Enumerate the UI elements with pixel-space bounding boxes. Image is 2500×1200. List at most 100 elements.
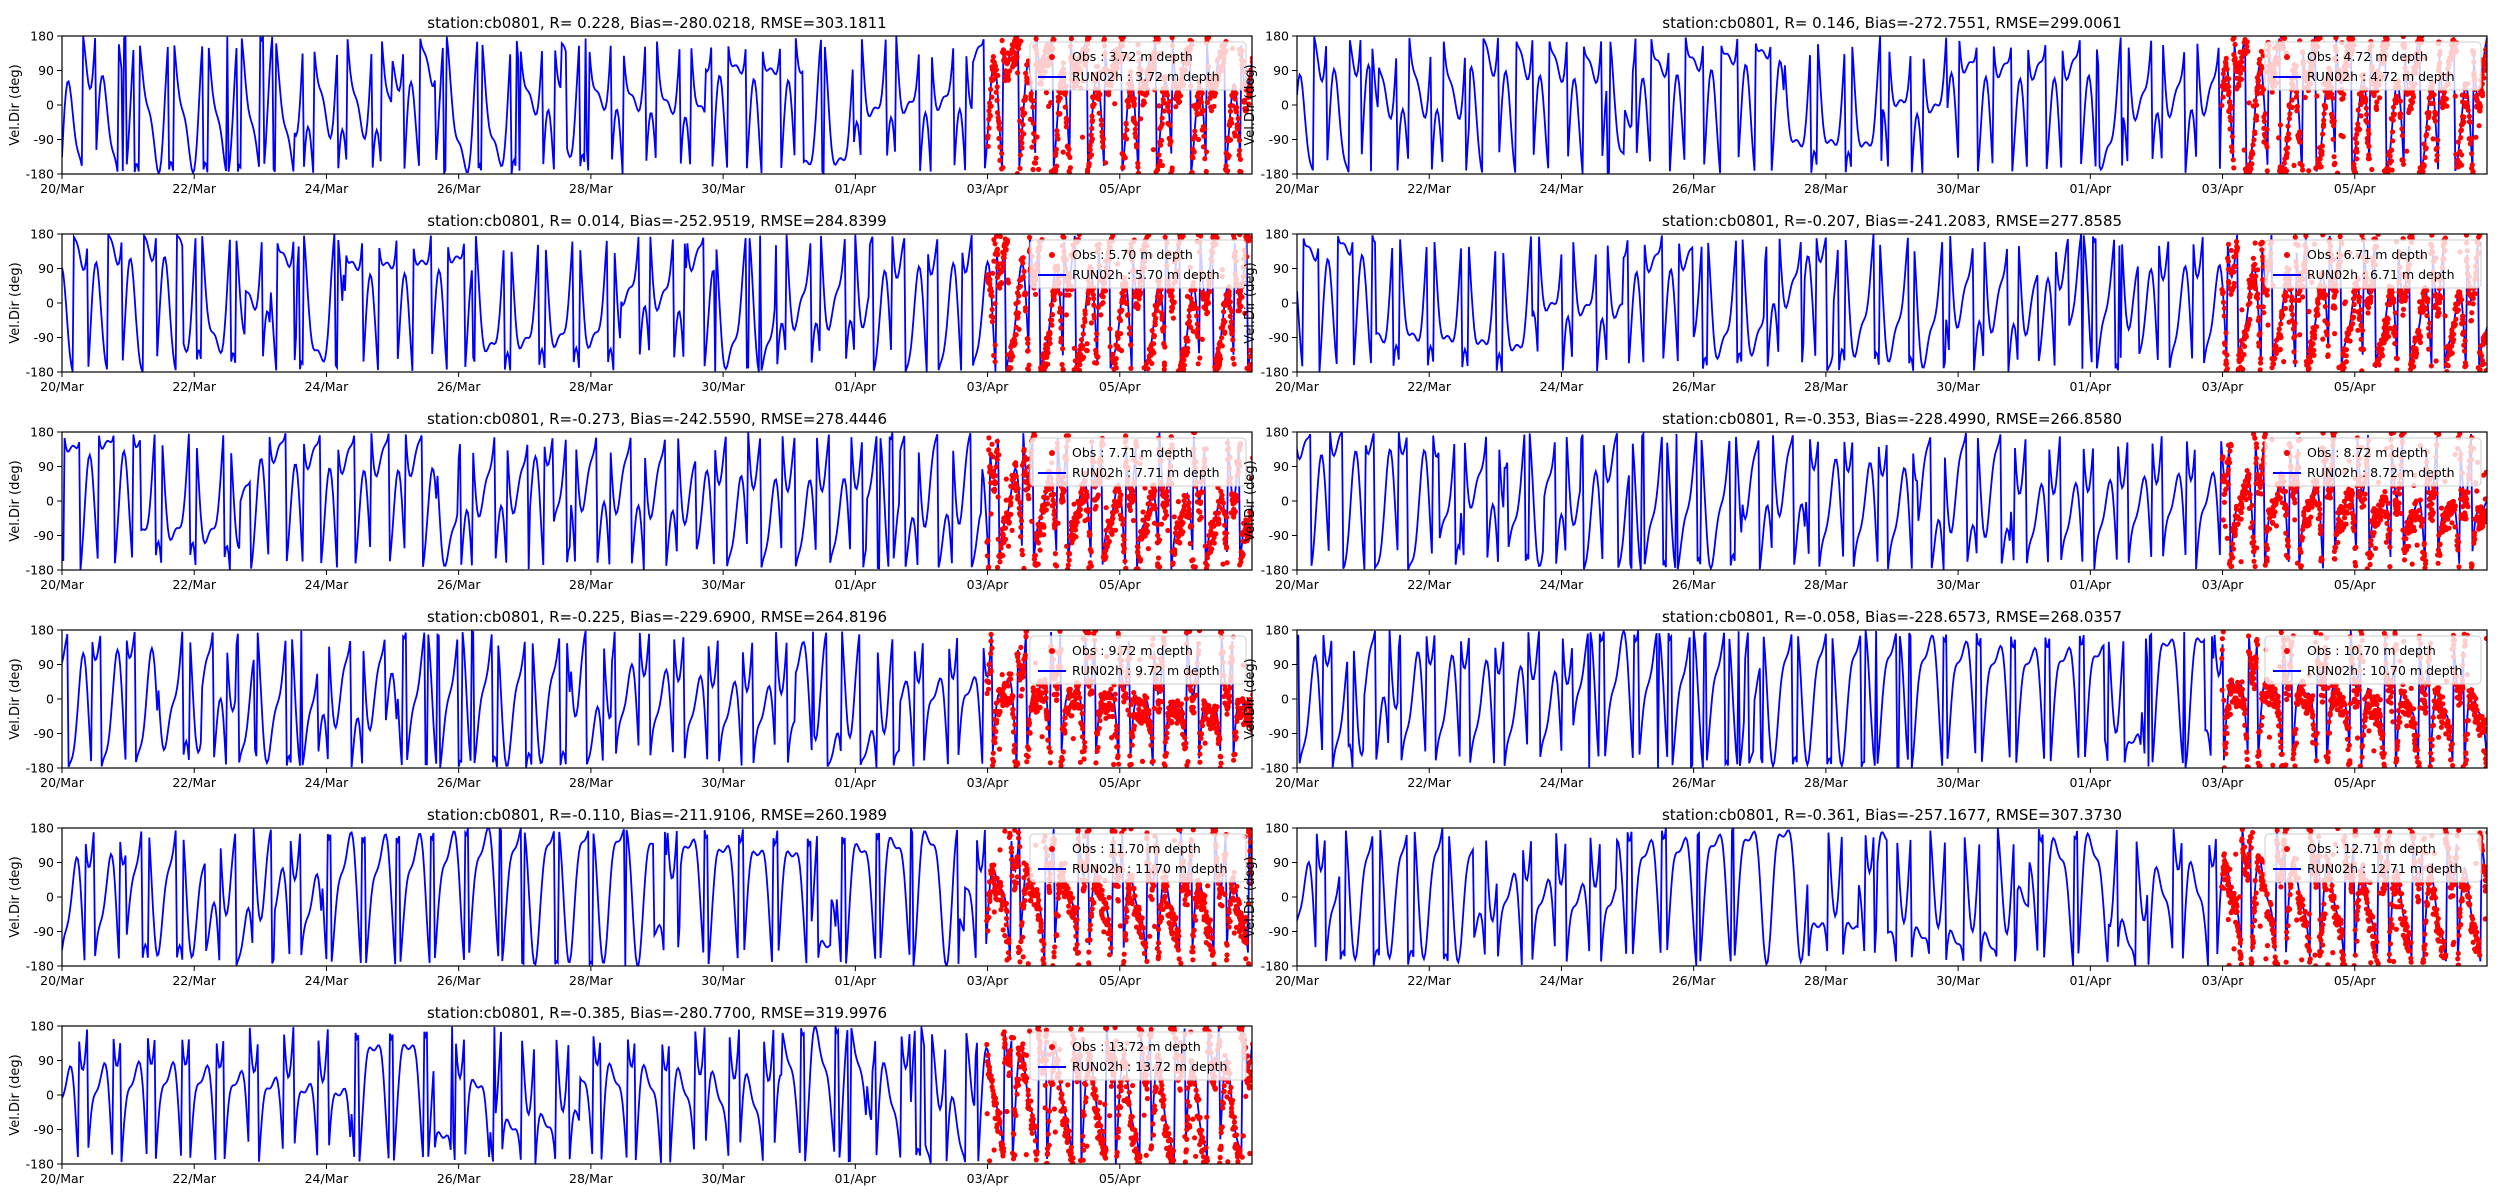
obs-point (1149, 328, 1155, 334)
obs-point (2420, 549, 2426, 555)
y-tick-label: 90 (38, 63, 54, 78)
obs-point (1186, 512, 1192, 519)
obs-point (2220, 291, 2226, 297)
obs-point (1025, 366, 1031, 372)
obs-point (1101, 553, 1107, 559)
obs-point (1055, 136, 1061, 142)
chart-panel-3: station:cb0801, R= 0.014, Bias=-252.9519… (8, 212, 1253, 394)
obs-point (2272, 342, 2278, 348)
obs-point (2396, 500, 2402, 506)
obs-point (1066, 168, 1072, 174)
obs-point (2458, 127, 2464, 133)
obs-point (1199, 90, 1205, 96)
obs-point (1016, 505, 1022, 511)
obs-point (2285, 543, 2291, 550)
obs-point (1180, 529, 1186, 535)
obs-point (986, 435, 992, 441)
obs-point (2221, 499, 2227, 505)
obs-point (1103, 288, 1109, 294)
obs-point (2228, 563, 2234, 570)
obs-point (2483, 335, 2487, 341)
obs-point (2223, 330, 2229, 336)
obs-point (1015, 493, 1021, 499)
obs-point (2430, 136, 2436, 142)
obs-point (2277, 122, 2283, 128)
obs-point (1089, 125, 1095, 132)
obs-point (2235, 66, 2241, 72)
legend-obs-marker (1049, 450, 1055, 456)
obs-point (2291, 349, 2297, 355)
obs-point (1060, 366, 1066, 372)
obs-point (2477, 234, 2483, 238)
obs-point (989, 441, 995, 447)
obs-point (2302, 94, 2308, 101)
y-tick-label: 90 (1273, 63, 1289, 78)
obs-point (2343, 521, 2349, 527)
obs-point (1218, 488, 1224, 494)
obs-point (1084, 348, 1090, 354)
obs-point (1077, 362, 1083, 368)
obs-point (2238, 559, 2244, 565)
obs-point (2469, 310, 2475, 316)
obs-point (1131, 96, 1137, 102)
obs-point (2423, 305, 2429, 312)
obs-point (1236, 147, 1243, 153)
obs-point (1015, 70, 1021, 76)
obs-point (2317, 36, 2323, 41)
obs-point (1047, 340, 1053, 346)
y-tick-label: -90 (34, 330, 54, 345)
obs-point (990, 314, 996, 320)
obs-point (2389, 147, 2395, 153)
obs-point (1229, 308, 1235, 315)
obs-point (997, 157, 1003, 163)
obs-point (1161, 366, 1167, 372)
obs-point (994, 84, 1000, 90)
obs-point (2299, 162, 2305, 169)
obs-point (2223, 55, 2229, 61)
obs-point (2326, 494, 2332, 500)
obs-point (1002, 525, 1009, 531)
y-tick-label: 0 (1281, 296, 1289, 311)
obs-point (1091, 296, 1097, 302)
obs-point (1109, 516, 1115, 523)
obs-point (1021, 448, 1027, 454)
obs-point (1063, 312, 1069, 318)
obs-point (997, 559, 1003, 565)
obs-point (1065, 143, 1071, 149)
obs-point (2437, 552, 2443, 559)
obs-point (2239, 65, 2245, 71)
obs-point (2269, 89, 2275, 95)
obs-point (1158, 521, 1165, 527)
obs-point (2232, 55, 2238, 62)
obs-point (2341, 365, 2347, 371)
obs-point (2303, 234, 2309, 239)
obs-point (2442, 313, 2448, 319)
obs-point (1031, 130, 1037, 137)
obs-point (1134, 144, 1140, 150)
obs-point (2355, 107, 2361, 113)
obs-point (2301, 509, 2307, 515)
obs-point (1020, 122, 1026, 128)
obs-point (1054, 163, 1060, 169)
obs-point (2245, 323, 2251, 330)
obs-point (1201, 133, 1207, 139)
x-tick-label: 26/Mar (1672, 379, 1717, 394)
obs-point (2246, 100, 2252, 106)
obs-point (1164, 488, 1170, 494)
obs-point (1125, 97, 1131, 103)
obs-point (2284, 511, 2290, 517)
obs-point (1162, 234, 1168, 240)
obs-point (1156, 103, 1162, 109)
obs-point (2384, 520, 2390, 527)
obs-point (1107, 344, 1113, 350)
obs-point (989, 306, 995, 313)
obs-point (999, 37, 1005, 44)
obs-point (1021, 98, 1027, 104)
obs-point (2400, 157, 2406, 163)
obs-point (2434, 145, 2440, 151)
obs-point (1195, 361, 1201, 367)
obs-point (2418, 523, 2424, 529)
obs-point (2477, 367, 2483, 372)
obs-point (1091, 302, 1097, 308)
